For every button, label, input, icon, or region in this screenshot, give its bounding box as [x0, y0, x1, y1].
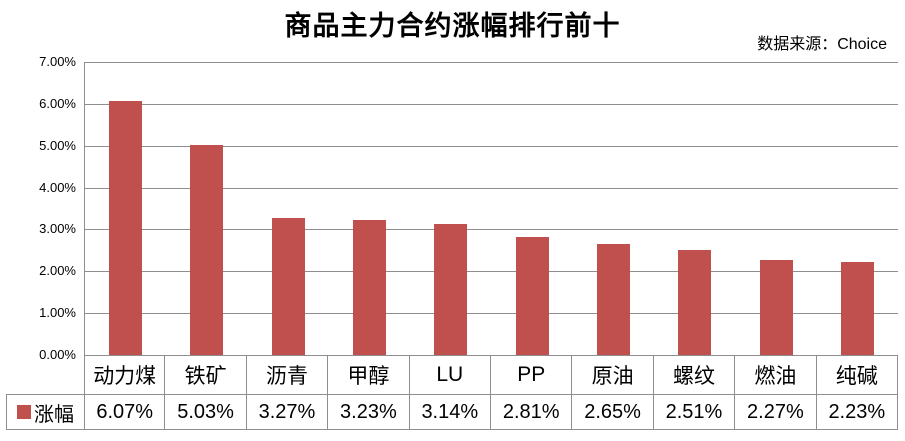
bar: [109, 100, 143, 355]
category-cell: 动力煤: [84, 355, 166, 394]
y-axis-tick-label: 4.00%: [39, 180, 76, 195]
category-cell: 燃油: [735, 355, 817, 394]
y-axis-tick-label: 3.00%: [39, 221, 76, 236]
value-cell: 2.65%: [572, 394, 654, 430]
legend-key-cell: 涨幅: [6, 394, 84, 430]
bar: [271, 218, 305, 355]
gridline: [85, 104, 898, 105]
bar: [353, 219, 386, 355]
gridline: [85, 313, 898, 314]
category-cell: 原油: [572, 355, 654, 394]
legend-label: 涨幅: [34, 403, 74, 426]
plot-area: [84, 62, 898, 356]
value-cell: 2.27%: [735, 394, 817, 430]
data-source-label: 数据来源：Choice: [757, 36, 887, 53]
y-axis-tick-label: 5.00%: [39, 138, 76, 153]
bar: [596, 244, 630, 355]
gridline: [85, 188, 898, 189]
gridline: [85, 271, 898, 272]
value-cell: 5.03%: [165, 394, 247, 430]
value-cell: 3.27%: [246, 394, 329, 430]
category-cell: 铁矿: [165, 355, 247, 394]
y-axis-tick-label: 7.00%: [39, 54, 76, 69]
bar: [840, 261, 874, 355]
value-cell: 2.81%: [491, 394, 573, 430]
value-cell: 2.51%: [653, 394, 736, 430]
gridline: [85, 62, 898, 63]
data-table: 动力煤 铁矿 沥青 甲醇 LU PP 原油 螺纹 燃油 纯碱 涨幅 6.07% 5.03% 3.27% 3.…: [6, 355, 898, 431]
value-cell: 3.14%: [409, 394, 491, 430]
bar: [515, 237, 549, 355]
gridline: [85, 229, 898, 230]
value-cell: 6.07%: [84, 394, 166, 430]
gridline: [85, 146, 898, 147]
category-cell: 纯碱: [817, 355, 898, 394]
y-axis-tick-label: 2.00%: [39, 263, 76, 278]
legend-color-swatch: [17, 405, 31, 419]
bar: [434, 223, 468, 355]
category-cell: LU: [410, 355, 491, 394]
value-cell: 3.23%: [328, 394, 410, 430]
category-cell: PP: [491, 355, 573, 394]
category-cell: 沥青: [247, 355, 329, 394]
value-cell: 2.23%: [816, 394, 898, 430]
y-axis-tick-label: 0.00%: [39, 347, 76, 362]
bar: [759, 260, 793, 355]
y-axis-tick-label: 6.00%: [39, 96, 76, 111]
bar: [190, 144, 224, 355]
category-cell: 甲醇: [328, 355, 410, 394]
chart-title: 商品主力合约涨幅排行前十: [284, 11, 621, 41]
y-axis-tick-label: 1.00%: [39, 305, 76, 320]
bar: [678, 249, 712, 355]
category-cell: 螺纹: [654, 355, 736, 394]
